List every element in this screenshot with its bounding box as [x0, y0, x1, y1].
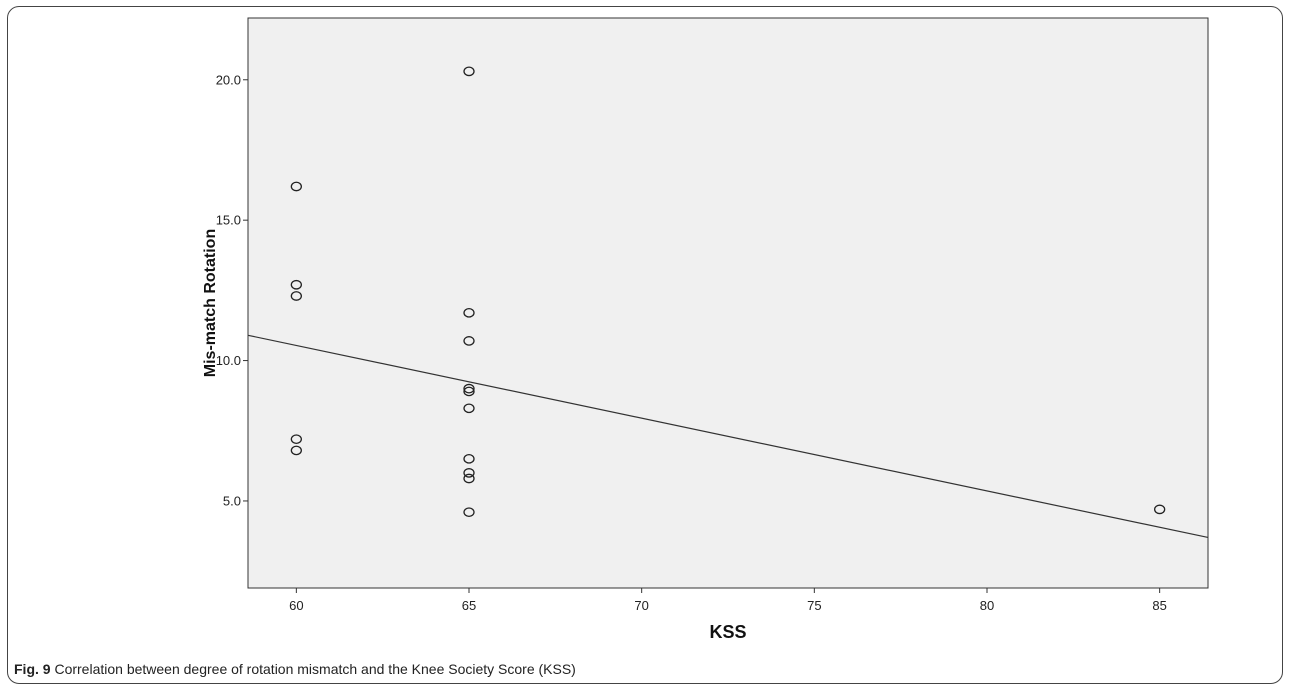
figure-frame	[7, 6, 1283, 684]
x-tick-label: 80	[980, 598, 994, 613]
scatter-point	[463, 473, 475, 484]
caption-text: Correlation between degree of rotation m…	[50, 661, 576, 677]
scatter-point	[290, 291, 302, 301]
y-tick-label: 20.0	[216, 72, 241, 87]
x-tick-label: 65	[462, 598, 476, 613]
scatter-point	[463, 336, 475, 346]
x-tick-label: 75	[807, 598, 821, 613]
x-tick-label: 70	[634, 598, 648, 613]
y-tick-label: 5.0	[223, 493, 241, 508]
plot-area	[247, 17, 1209, 589]
figure-caption: Fig. 9 Correlation between degree of rot…	[14, 661, 576, 677]
y-tick-label: 10.0	[216, 353, 241, 368]
regression-line	[247, 334, 1209, 539]
x-tick-label: 85	[1152, 598, 1166, 613]
scatter-point	[290, 445, 302, 456]
scatter-point	[463, 468, 475, 478]
scatter-point	[463, 66, 475, 77]
scatter-point	[463, 453, 475, 464]
scatter-point	[290, 181, 302, 192]
x-tick-label: 60	[289, 598, 303, 613]
data-points	[290, 66, 1166, 518]
scatter-chart: 5.0 10.0 15.0 20.0 60 65 70 75 80 85 KSS Mis-mat…	[202, 17, 1209, 642]
x-axis-title: KSS	[709, 622, 746, 642]
x-axis: 60 65 70 75 80 85	[289, 588, 1167, 613]
scatter-point	[463, 507, 475, 518]
caption-label: Fig. 9	[14, 661, 51, 677]
scatter-point	[463, 403, 475, 414]
scatter-point	[1154, 504, 1166, 515]
scatter-point	[290, 279, 302, 290]
y-axis-title: Mis-match Rotation	[202, 229, 219, 377]
y-axis: 5.0 10.0 15.0 20.0	[216, 72, 248, 508]
scatter-point	[463, 383, 475, 394]
scatter-point	[463, 386, 475, 397]
y-tick-label: 15.0	[216, 213, 241, 228]
scatter-point	[463, 307, 475, 318]
scatter-point	[290, 434, 302, 445]
